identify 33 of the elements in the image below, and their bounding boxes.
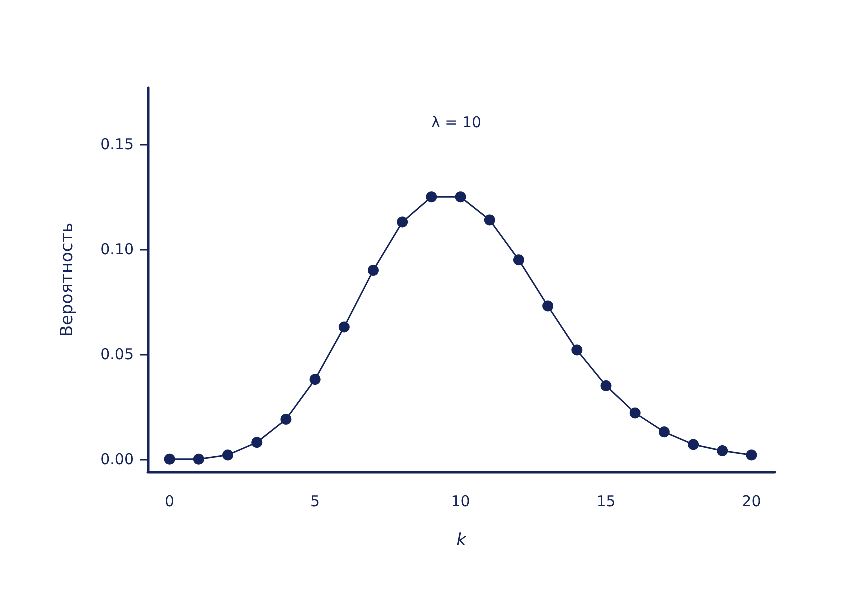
y-tick-label: 0.10 <box>100 240 134 259</box>
y-tick-label: 0.00 <box>100 450 134 468</box>
point <box>717 446 728 457</box>
point <box>746 450 758 461</box>
point <box>397 216 408 228</box>
point <box>426 192 438 203</box>
point <box>310 374 321 386</box>
point <box>164 454 176 465</box>
point <box>193 454 204 465</box>
point <box>280 414 292 426</box>
point <box>252 437 263 448</box>
x-tick-label: 5 <box>310 492 320 510</box>
x-tick-label: 0 <box>165 492 175 510</box>
y-axis-title: Вероятность <box>58 222 78 338</box>
point <box>513 254 524 266</box>
y-tick-label: 0.15 <box>100 136 134 154</box>
point <box>658 426 670 438</box>
point <box>630 408 641 419</box>
point <box>688 439 700 450</box>
point <box>484 214 496 226</box>
annotation: λ = 10 <box>432 114 482 132</box>
x-tick-label: 15 <box>596 492 616 510</box>
x-tick-label: 20 <box>742 492 762 510</box>
x-tick-label: 10 <box>451 492 470 510</box>
y-tick-label: 0.05 <box>100 345 134 364</box>
point <box>338 322 350 333</box>
point <box>600 380 612 392</box>
point <box>542 300 554 312</box>
point <box>572 344 583 356</box>
point <box>455 192 466 203</box>
point <box>222 450 234 461</box>
x-axis-title: k <box>456 530 468 550</box>
point <box>368 265 379 276</box>
